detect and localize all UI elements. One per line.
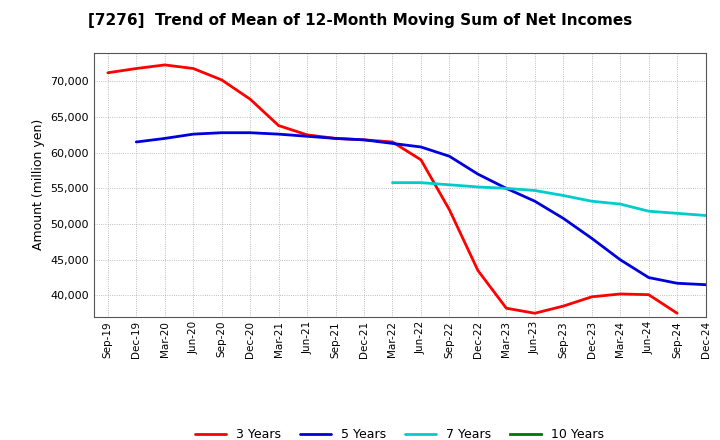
5 Years [417, 144, 426, 150]
3 Years [588, 294, 596, 300]
3 Years [189, 66, 197, 71]
5 Years [531, 198, 539, 204]
5 Years [644, 275, 653, 280]
Y-axis label: Amount (million yen): Amount (million yen) [32, 119, 45, 250]
Line: 7 Years: 7 Years [392, 183, 706, 216]
7 Years [616, 202, 624, 207]
3 Years [531, 311, 539, 316]
5 Years [445, 154, 454, 159]
3 Years [360, 137, 369, 143]
5 Years [388, 141, 397, 146]
3 Years [445, 207, 454, 213]
Text: [7276]  Trend of Mean of 12-Month Moving Sum of Net Incomes: [7276] Trend of Mean of 12-Month Moving … [88, 13, 632, 28]
3 Years [672, 311, 681, 316]
Line: 3 Years: 3 Years [108, 65, 677, 313]
7 Years [474, 184, 482, 190]
5 Years [331, 136, 340, 141]
Line: 5 Years: 5 Years [136, 133, 706, 285]
3 Years [388, 139, 397, 145]
7 Years [502, 186, 510, 191]
3 Years [644, 292, 653, 297]
7 Years [701, 213, 710, 218]
3 Years [331, 136, 340, 141]
3 Years [559, 304, 567, 309]
5 Years [588, 236, 596, 241]
3 Years [132, 66, 140, 71]
5 Years [303, 134, 312, 139]
7 Years [559, 193, 567, 198]
5 Years [274, 132, 283, 137]
7 Years [531, 188, 539, 193]
Legend: 3 Years, 5 Years, 7 Years, 10 Years: 3 Years, 5 Years, 7 Years, 10 Years [190, 423, 609, 440]
3 Years [616, 291, 624, 297]
3 Years [104, 70, 112, 75]
7 Years [672, 211, 681, 216]
7 Years [588, 198, 596, 204]
5 Years [502, 186, 510, 191]
5 Years [161, 136, 169, 141]
5 Years [132, 139, 140, 145]
3 Years [246, 96, 254, 102]
3 Years [274, 123, 283, 128]
7 Years [388, 180, 397, 185]
5 Years [616, 257, 624, 262]
7 Years [445, 182, 454, 187]
3 Years [417, 157, 426, 162]
5 Years [217, 130, 226, 136]
7 Years [417, 180, 426, 185]
3 Years [161, 62, 169, 68]
5 Years [360, 137, 369, 143]
5 Years [672, 281, 681, 286]
7 Years [644, 209, 653, 214]
3 Years [217, 77, 226, 83]
5 Years [189, 132, 197, 137]
5 Years [246, 130, 254, 136]
5 Years [701, 282, 710, 287]
3 Years [474, 268, 482, 273]
5 Years [474, 172, 482, 177]
3 Years [502, 306, 510, 311]
3 Years [303, 132, 312, 137]
5 Years [559, 216, 567, 221]
